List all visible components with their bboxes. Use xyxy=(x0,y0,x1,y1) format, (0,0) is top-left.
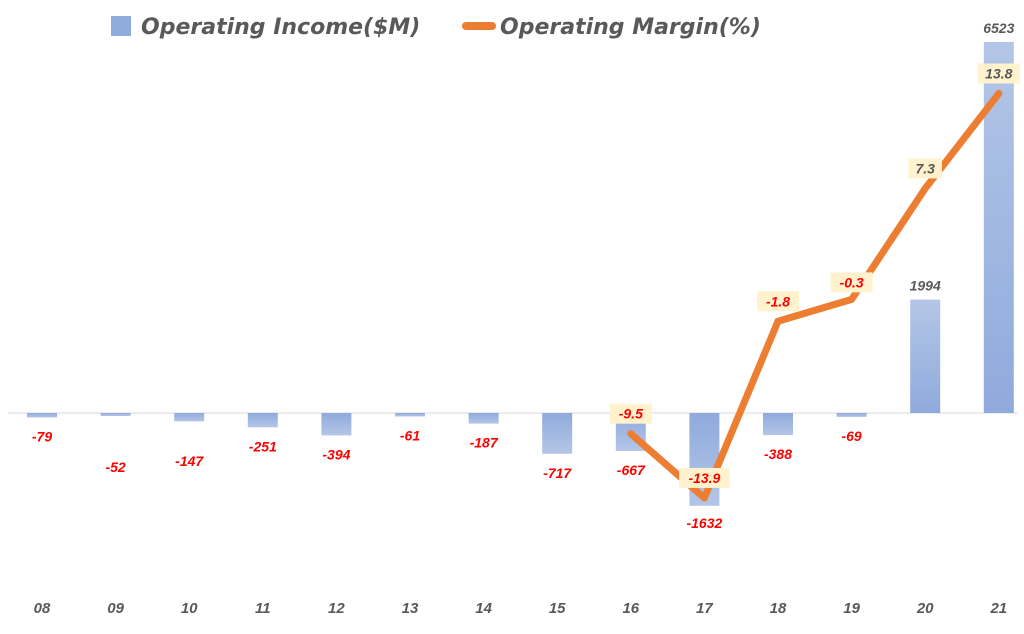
margin-line-group xyxy=(627,90,1003,502)
legend-swatch-bar xyxy=(111,16,131,36)
bar-10 xyxy=(174,413,205,422)
margin-label-16: -9.5 xyxy=(619,406,643,422)
bar-08 xyxy=(27,413,57,418)
x-tick-16: 16 xyxy=(622,600,639,617)
margin-point-18 xyxy=(774,317,782,325)
margin-labels-group: -9.5 -13.9 -1.8 -0.3 7.3 13.8 xyxy=(609,63,1020,488)
bar-18 xyxy=(763,413,793,436)
margin-point-16 xyxy=(627,430,635,438)
bar-20 xyxy=(910,299,941,413)
bar-label-15: -717 xyxy=(543,465,572,481)
x-tick-labels-group: 08 09 10 11 12 13 14 15 16 17 18 19 20 21 xyxy=(34,600,1007,617)
legend-label-operating-income: Operating Income($M) xyxy=(141,15,420,40)
margin-point-19 xyxy=(848,295,856,303)
bar-11 xyxy=(247,413,278,428)
x-tick-19: 19 xyxy=(843,600,860,617)
x-tick-11: 11 xyxy=(255,600,271,617)
margin-label-box-19 xyxy=(830,272,873,293)
x-tick-08: 08 xyxy=(34,600,51,617)
bar-09 xyxy=(100,413,131,416)
x-tick-15: 15 xyxy=(549,600,566,617)
bar-label-19: -69 xyxy=(841,428,861,444)
margin-label-box-20 xyxy=(908,158,942,179)
bar-label-08: -79 xyxy=(32,428,52,444)
margin-point-17 xyxy=(700,494,708,502)
bar-label-09: -52 xyxy=(105,459,125,475)
legend: Operating Income($M) Operating Margin(%) xyxy=(111,15,761,40)
x-tick-21: 21 xyxy=(989,600,1007,617)
margin-label-box-18 xyxy=(757,291,799,312)
margin-point-20 xyxy=(921,184,929,192)
bar-label-13: -61 xyxy=(400,427,420,443)
x-tick-13: 13 xyxy=(402,600,419,617)
bar-label-20: 1994 xyxy=(910,278,941,294)
margin-label-box-21 xyxy=(977,63,1020,84)
bar-14 xyxy=(468,413,499,424)
x-tick-20: 20 xyxy=(916,600,934,617)
bar-label-16: -667 xyxy=(617,462,646,478)
bar-15 xyxy=(542,413,573,454)
bar-12 xyxy=(321,413,352,436)
margin-label-17: -13.9 xyxy=(688,470,720,486)
margin-label-21: 13.8 xyxy=(985,66,1012,82)
bar-label-17: -1632 xyxy=(686,515,722,531)
bar-label-12: -394 xyxy=(322,446,350,462)
bar-13 xyxy=(395,413,425,417)
x-tick-09: 09 xyxy=(107,600,124,617)
margin-label-18: -1.8 xyxy=(766,293,790,309)
margin-label-19: -0.3 xyxy=(840,274,864,290)
bar-label-21: 6523 xyxy=(983,20,1014,36)
bar-label-11: -251 xyxy=(249,438,277,454)
margin-point-21 xyxy=(995,90,1003,98)
margin-label-box-17 xyxy=(679,467,730,488)
bar-labels-group: -79 -52 -147 -251 -394 -61 -187 -717 -667 -1632 -3… xyxy=(32,20,1015,531)
bar-label-10: -147 xyxy=(175,453,204,469)
legend-label-operating-margin: Operating Margin(%) xyxy=(500,15,761,40)
operating-margin-line xyxy=(627,90,1003,502)
x-tick-18: 18 xyxy=(770,600,787,617)
x-tick-14: 14 xyxy=(475,600,492,617)
bar-19 xyxy=(836,413,867,417)
x-tick-12: 12 xyxy=(328,600,345,617)
x-tick-10: 10 xyxy=(181,600,198,617)
bar-label-18: -388 xyxy=(764,446,792,462)
bar-label-14: -187 xyxy=(470,435,499,451)
x-tick-17: 17 xyxy=(696,600,713,617)
margin-label-20: 7.3 xyxy=(915,160,935,176)
margin-label-box-16 xyxy=(609,403,652,424)
